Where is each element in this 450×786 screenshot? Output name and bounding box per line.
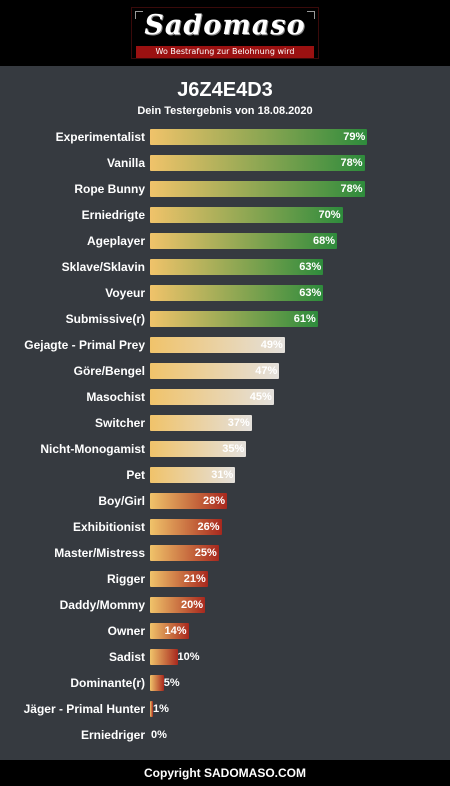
- bar-value-label: 31%: [211, 469, 234, 481]
- result-bar: [150, 311, 318, 327]
- category-label: Experimentalist: [55, 130, 145, 144]
- category-label: Daddy/Mommy: [59, 598, 145, 612]
- bar-value-label: 14%: [164, 625, 187, 637]
- bar-value-label: 61%: [293, 313, 316, 325]
- category-label: Submissive(r): [65, 312, 145, 326]
- bar-value-label: 10%: [177, 651, 200, 663]
- bar-value-label: 0%: [151, 729, 167, 741]
- bar-value-label: 1%: [153, 703, 169, 715]
- result-bar: [150, 389, 274, 405]
- bar-value-label: 47%: [255, 365, 278, 377]
- category-label: Rigger: [106, 572, 145, 586]
- category-label: Erniedrigte: [81, 208, 145, 222]
- result-bar: [150, 285, 324, 301]
- result-bar: [150, 363, 280, 379]
- footer-copyright[interactable]: Copyright SADOMASO.COM: [0, 760, 450, 786]
- result-bar: [150, 467, 236, 483]
- result-bar: [150, 493, 227, 509]
- category-label: Rope Bunny: [74, 182, 145, 196]
- result-bar-chart: Experimentalist 79% Vanilla 78% Rope Bunny 78…: [23, 129, 368, 742]
- category-label: Switcher: [94, 416, 145, 430]
- category-label: Boy/Girl: [98, 494, 145, 508]
- bar-value-label: 5%: [163, 677, 180, 689]
- bar-value-label: 26%: [197, 521, 220, 533]
- bar-value-label: 45%: [249, 391, 272, 403]
- category-label: Ageplayer: [86, 234, 145, 248]
- result-bar: [150, 415, 252, 431]
- bar-value-label: 49%: [260, 339, 283, 351]
- result-bar: [150, 233, 337, 249]
- bar-value-label: 78%: [340, 183, 363, 195]
- category-label: Sklave/Sklavin: [61, 260, 145, 274]
- category-label: Vanilla: [106, 156, 145, 170]
- bar-value-label: 79%: [343, 131, 366, 143]
- category-label: Owner: [107, 624, 145, 638]
- bar-value-label: 37%: [227, 417, 250, 429]
- result-bar: [150, 649, 178, 665]
- bar-value-label: 21%: [183, 573, 206, 585]
- header-bar: Sadomaso Wo Bestrafung zur Belohnung wir…: [0, 0, 450, 66]
- category-label: Exhibitionist: [73, 520, 145, 534]
- result-bar: [150, 545, 219, 561]
- result-bar: [150, 207, 343, 223]
- category-label: Pet: [126, 468, 145, 482]
- result-bar: [150, 623, 189, 639]
- result-bar: [150, 675, 164, 691]
- result-bar: [150, 259, 324, 275]
- logo-ornament-icon: [307, 11, 315, 19]
- logo-tagline: Wo Bestrafung zur Belohnung wird: [136, 46, 314, 58]
- bar-value-label: 20%: [180, 599, 203, 611]
- result-bar: [150, 337, 285, 353]
- sadomaso-logo[interactable]: Sadomaso Wo Bestrafung zur Belohnung wir…: [131, 7, 319, 59]
- result-bar: [150, 441, 247, 457]
- bar-value-label: 78%: [340, 157, 363, 169]
- category-label: Erniedriger: [80, 728, 145, 742]
- bar-value-label: 35%: [222, 443, 245, 455]
- result-bar: [150, 597, 205, 613]
- category-label: Master/Mistress: [54, 546, 145, 560]
- category-label: Voyeur: [105, 286, 145, 300]
- result-bar: [150, 519, 222, 535]
- result-bar: [150, 181, 365, 197]
- bar-value-label: 70%: [318, 209, 341, 221]
- result-bar: [150, 129, 368, 145]
- category-label: Dominante(r): [70, 676, 145, 690]
- category-label: Sadist: [108, 650, 145, 664]
- logo-text: Sadomaso: [144, 10, 306, 41]
- result-bar: [150, 701, 153, 717]
- logo-ornament-icon: [135, 11, 143, 19]
- result-bar: [150, 155, 365, 171]
- category-label: Nicht-Monogamist: [40, 442, 145, 456]
- page-subtitle: Dein Testergebnis von 18.08.2020: [137, 105, 313, 117]
- bar-value-label: 28%: [202, 495, 225, 507]
- category-label: Jäger - Primal Hunter: [23, 702, 145, 716]
- category-label: Gejagte - Primal Prey: [24, 338, 145, 352]
- category-label: Masochist: [86, 390, 145, 404]
- bar-value-label: 25%: [194, 547, 217, 559]
- bar-value-label: 63%: [299, 287, 322, 299]
- bar-value-label: 63%: [299, 261, 322, 273]
- page-title: J6Z4E4D3: [177, 79, 273, 101]
- bar-value-label: 68%: [312, 235, 335, 247]
- category-label: Göre/Bengel: [73, 364, 145, 378]
- result-bar: [150, 571, 208, 587]
